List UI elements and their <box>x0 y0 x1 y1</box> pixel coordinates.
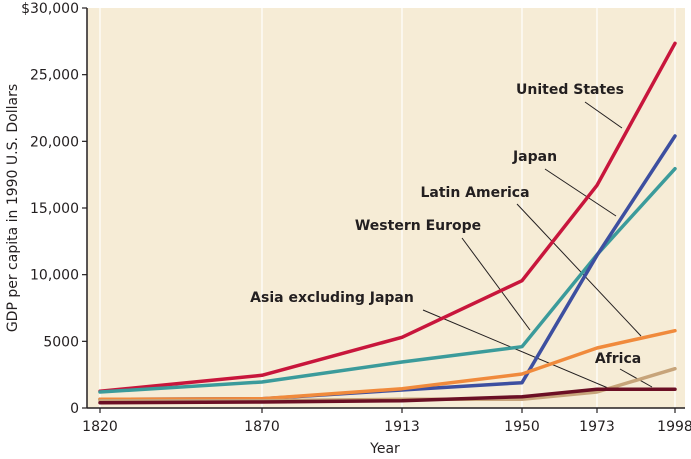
y-tick-label: 10,000 <box>30 268 79 284</box>
annotation-western-europe: Western Europe <box>355 218 481 234</box>
annotation-united-states: United States <box>516 82 624 98</box>
y-tick-label: 0 <box>70 401 79 417</box>
leader-line <box>619 368 653 388</box>
y-tick-label: 25,000 <box>30 68 79 84</box>
y-tick-label: 20,000 <box>30 134 79 150</box>
leader-line <box>584 101 623 129</box>
leader-line <box>516 203 642 337</box>
x-tick-label: 1913 <box>384 419 420 435</box>
x-axis-ticks: 1820 1870 1913 1950 1973 1998 <box>82 408 691 435</box>
y-axis-ticks: 0 5000 10,000 15,000 20,000 25,000 $30,000 <box>21 1 87 417</box>
x-tick-label: 1820 <box>82 419 118 435</box>
x-axis-title: Year <box>369 441 400 457</box>
x-tick-label: 1870 <box>244 419 280 435</box>
vertical-gridlines <box>99 8 676 408</box>
y-tick-label: 15,000 <box>30 201 79 217</box>
series-line-latin-america <box>98 328 677 402</box>
series-line-western-europe <box>98 166 677 394</box>
leader-line <box>544 168 617 217</box>
annotation-latin-america: Latin America <box>420 185 529 201</box>
y-tick-label: $30,000 <box>21 1 79 17</box>
x-tick-label: 1998 <box>657 419 691 435</box>
annotation-japan: Japan <box>512 149 557 165</box>
y-axis-title: GDP per capita in 1990 U.S. Dollars <box>5 84 21 332</box>
x-tick-label: 1950 <box>504 419 540 435</box>
annotation-africa: Africa <box>595 351 641 367</box>
series-line-united-states <box>98 41 677 394</box>
series-annotations: United States Japan Latin America Western E… <box>250 82 641 367</box>
series-lines <box>98 41 677 405</box>
leader-line <box>461 237 531 331</box>
y-tick-label: 5000 <box>43 334 79 350</box>
series-line-africa <box>98 387 677 405</box>
x-tick-label: 1973 <box>579 419 615 435</box>
annotation-asia-excluding-japan: Asia excluding Japan <box>250 290 414 306</box>
